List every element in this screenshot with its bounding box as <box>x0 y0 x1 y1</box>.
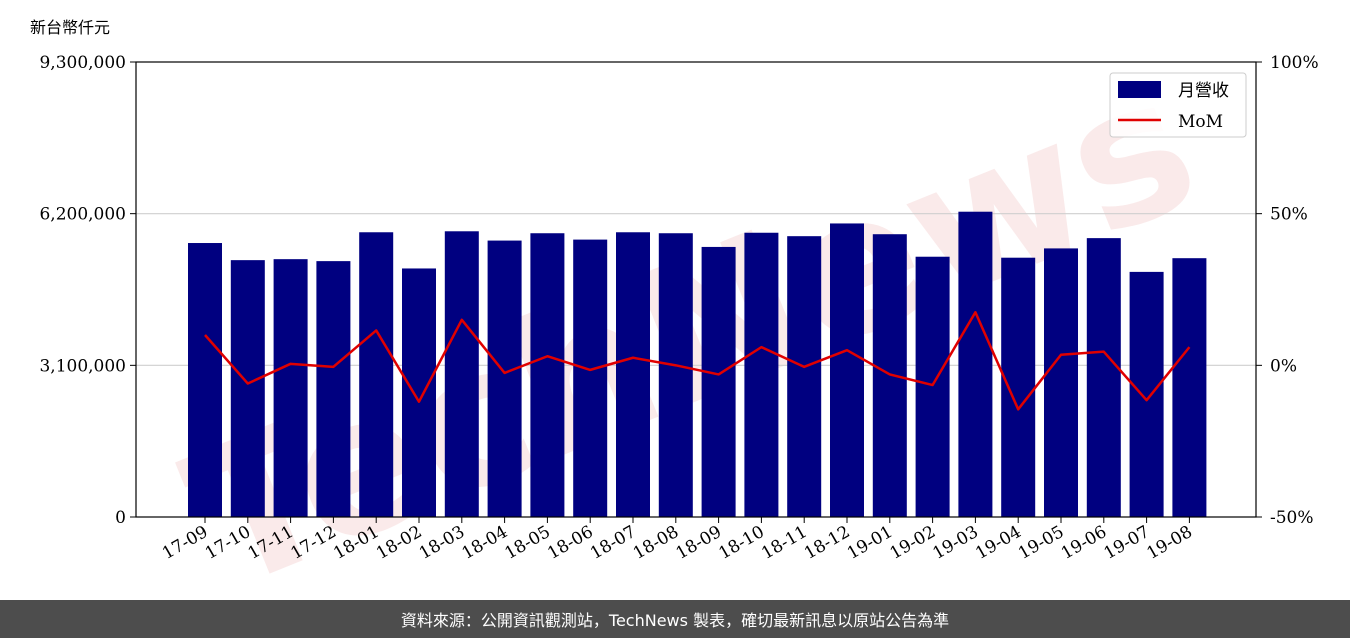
bar <box>530 233 565 517</box>
x-tick-label: 19-01 <box>844 522 896 564</box>
bar <box>616 232 650 518</box>
y-unit-label: 新台幣仟元 <box>30 18 110 37</box>
left-axis: 0 3,100,000 6,200,000 9,300,000 <box>39 53 136 528</box>
legend-bar-label: 月營收 <box>1178 81 1229 101</box>
x-tick-label: 18-10 <box>715 522 767 564</box>
bar <box>787 236 822 517</box>
bar-series <box>188 211 1207 518</box>
right-tick-label: 100% <box>1270 53 1319 73</box>
footer-source-text: 資料來源：公開資訊觀測站，TechNews 製表，確切最新訊息以原站公告為準 <box>400 611 950 630</box>
right-tick-label: 50% <box>1270 205 1308 225</box>
x-tick-label: 19-03 <box>929 522 981 564</box>
bar <box>701 246 736 517</box>
bar <box>573 239 608 517</box>
x-tick-label: 19-04 <box>972 522 1024 564</box>
bar <box>1086 238 1121 517</box>
x-tick-label: 18-07 <box>587 522 639 564</box>
right-axis: -50% 0% 50% 100% <box>1256 53 1319 528</box>
x-tick-label: 18-05 <box>501 522 553 564</box>
bar <box>230 260 265 517</box>
bar <box>915 256 950 517</box>
x-tick-label: 18-06 <box>544 522 596 564</box>
x-tick-label: 19-02 <box>887 522 939 564</box>
bar <box>359 232 394 518</box>
legend: 月營收 MoM <box>1109 72 1247 138</box>
x-tick-label: 17-09 <box>159 522 211 564</box>
bar <box>1044 248 1078 517</box>
bar <box>830 223 864 518</box>
mom-line <box>204 311 1191 411</box>
right-tick-label: -50% <box>1270 508 1314 528</box>
bar <box>744 232 779 517</box>
left-tick-label: 0 <box>115 508 126 528</box>
x-tick-label: 19-08 <box>1143 522 1195 564</box>
right-tick-label: 0% <box>1270 356 1297 376</box>
left-tick-label: 6,200,000 <box>39 205 126 225</box>
bar <box>316 261 351 517</box>
bar <box>188 243 222 518</box>
legend-line-label: MoM <box>1178 112 1223 132</box>
x-tick-label: 18-09 <box>673 522 725 564</box>
legend-bar-swatch <box>1118 81 1161 98</box>
footer-source-bar: 資料來源：公開資訊觀測站，TechNews 製表，確切最新訊息以原站公告為準 <box>0 600 1350 638</box>
x-tick-label: 19-05 <box>1015 522 1067 564</box>
bar <box>1001 257 1036 517</box>
bar <box>958 211 993 518</box>
x-tick-label: 19-07 <box>1101 522 1153 564</box>
bar <box>402 268 436 517</box>
bar <box>1172 258 1207 517</box>
bar <box>444 231 479 517</box>
bar <box>658 233 693 517</box>
x-tick-label: 18-08 <box>630 522 682 564</box>
left-tick-label: 9,300,000 <box>39 53 126 73</box>
bar <box>1129 271 1164 517</box>
mom-series <box>204 311 1191 411</box>
x-tick-label: 18-11 <box>758 522 810 564</box>
bar <box>273 259 308 517</box>
bar <box>487 240 522 518</box>
x-tick-label: 19-06 <box>1058 522 1110 564</box>
x-tick-label: 18-12 <box>801 522 853 564</box>
plot-frame <box>135 61 1257 518</box>
left-tick-label: 3,100,000 <box>39 356 126 376</box>
